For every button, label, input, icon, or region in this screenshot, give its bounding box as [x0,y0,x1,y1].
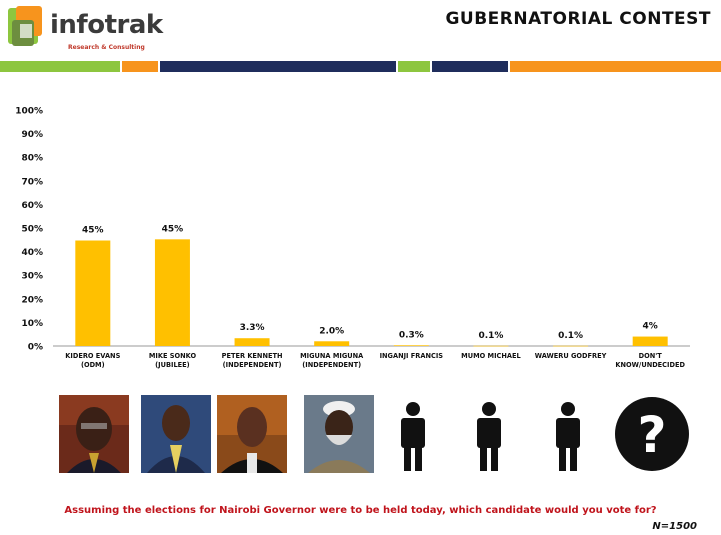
bar [314,341,350,346]
svg-text:?: ? [637,406,666,464]
y-tick-label: 30% [21,272,43,282]
person-silhouette-icon [548,395,588,473]
question-mark-icon: ? [613,395,691,473]
y-tick-label: 100% [15,107,43,117]
x-tick-label: WAWERU GODFREY [535,352,607,360]
stripe-orange-2 [510,61,721,72]
y-tick-label: 40% [21,248,43,258]
logo-mark-icon [8,6,42,46]
x-tick-label: (JUBILEE) [155,361,190,369]
x-tick-label: MUMO MICHAEL [461,352,521,360]
survey-question: Assuming the elections for Nairobi Gover… [64,505,657,516]
x-tick-label: PETER KENNETH [222,352,283,360]
bar [553,345,589,347]
data-label: 2.0% [319,326,344,336]
stripe-green-1 [0,61,120,72]
logo-tagline: Research & Consulting [68,44,145,51]
data-label: 4% [643,322,658,332]
bar [632,336,668,346]
candidate-photo-kidero [59,395,129,473]
infotrak-logo: infotrak Research & Consulting [6,4,163,54]
x-tick-label: MIKE SONKO [149,352,197,360]
data-label: 0.1% [478,331,503,341]
candidate-photos: ? [0,392,721,477]
y-tick-label: 80% [21,154,43,164]
data-label: 0.3% [399,330,424,340]
y-tick-label: 0% [28,343,43,353]
y-tick-label: 10% [21,319,43,329]
y-tick-label: 70% [21,177,43,187]
stripe-green-2 [398,61,430,72]
candidate-photo-kenneth [217,395,287,473]
stripe-navy-1 [160,61,396,72]
bar [473,345,509,347]
person-silhouette-icon [469,395,509,473]
stripe-orange-1 [122,61,158,72]
data-label: 0.1% [558,331,583,341]
data-label: 45% [162,224,184,234]
x-tick-label: INGANJI FRANCIS [380,352,444,360]
y-tick-label: 60% [21,201,43,211]
page-title: GUBERNATORIAL CONTEST [445,9,711,29]
bar [154,239,190,346]
x-tick-label: (INDEPENDENT) [302,361,361,369]
x-tick-label: KIDERO EVANS [65,352,120,360]
data-label: 45% [82,226,104,236]
y-tick-label: 90% [21,130,43,140]
bar [393,345,429,346]
y-tick-label: 20% [21,295,43,305]
x-tick-label: KNOW/UNDECIDED [615,361,685,369]
x-tick-label: DON'T [639,352,663,360]
x-tick-label: (INDEPENDENT) [223,361,282,369]
candidate-photo-miguna [304,395,374,473]
y-tick-label: 50% [21,225,43,235]
bar [234,338,270,346]
x-tick-label: MIGUNA MIGUNA [300,352,364,360]
bar [75,240,111,346]
person-silhouette-icon [393,395,433,473]
bar-chart: 0% 10% 20% 30% 40% 50% 60% 70% 80% 90% 100% 45% KIDE… [15,107,690,369]
x-tick-label: (ODM) [81,361,105,369]
data-label: 3.3% [240,323,265,333]
stripe-navy-2 [432,61,508,72]
logo-wordmark: infotrak [50,10,163,40]
sample-size: N=1500 [652,521,697,532]
candidate-photo-sonko [141,395,211,473]
